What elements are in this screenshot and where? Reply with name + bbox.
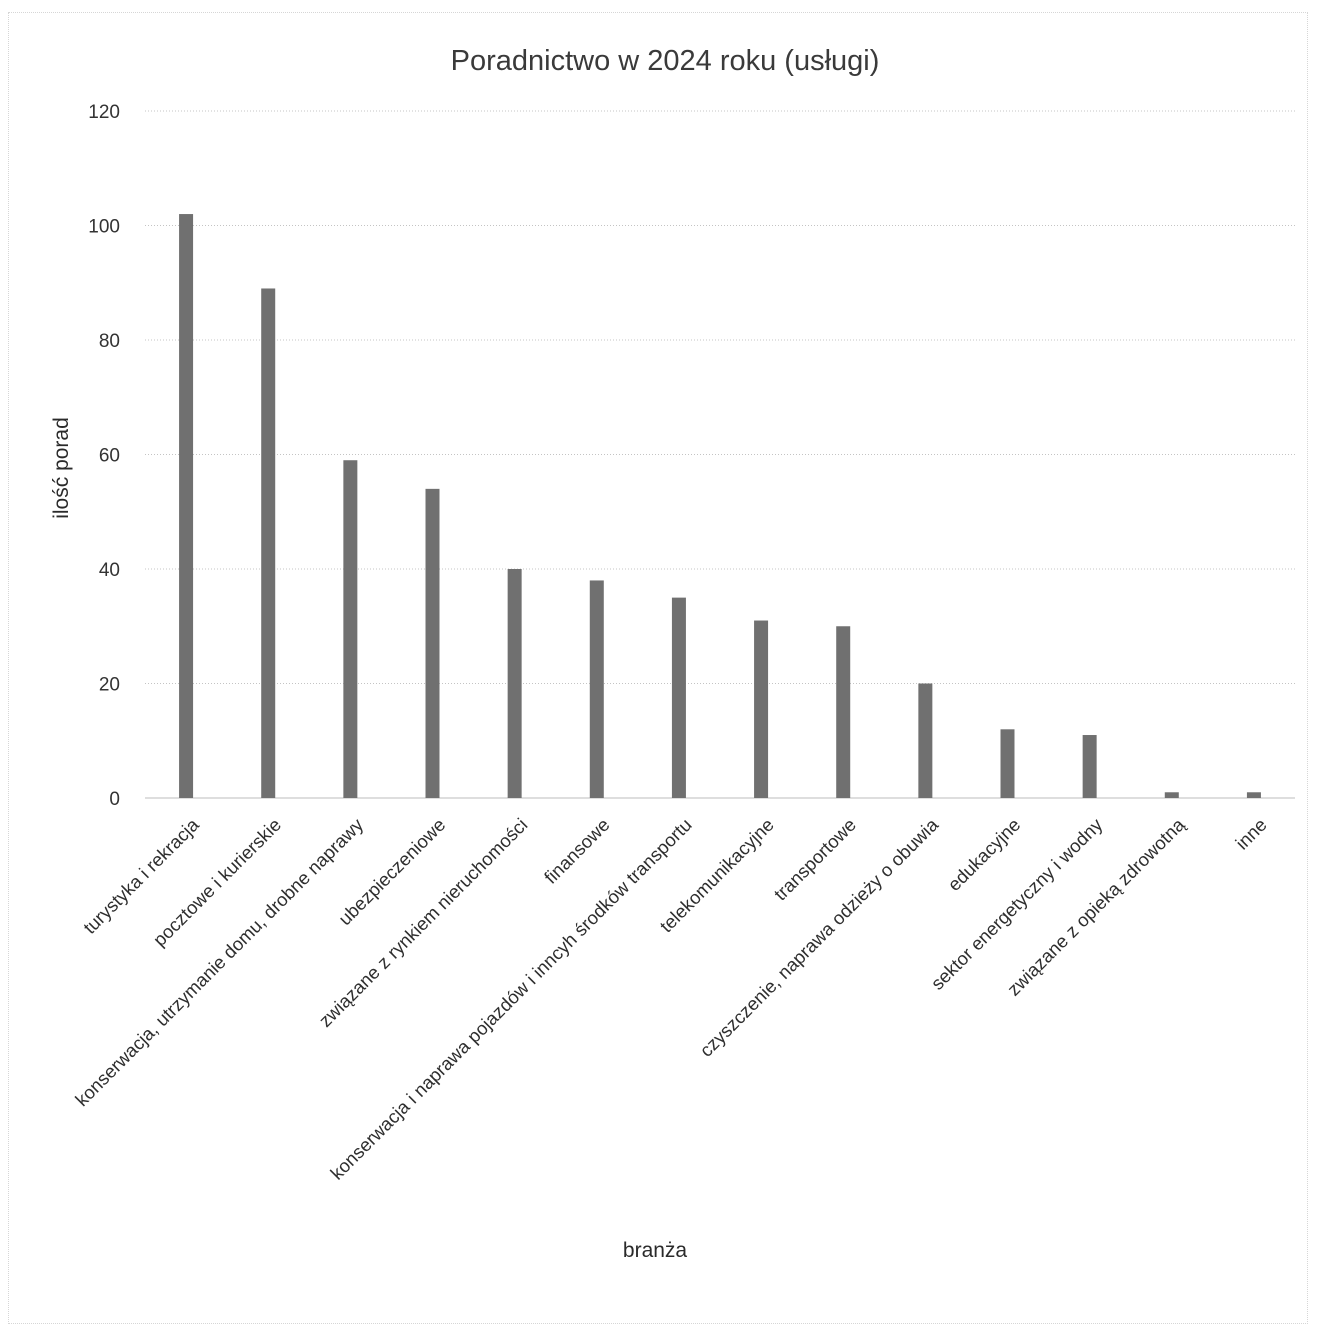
x-category-label: sektor energetyczny i wodny [927,813,1107,993]
bar [918,683,933,798]
bar [1000,729,1015,798]
x-category-label: edukacyjne [943,814,1024,895]
bar-chart: Poradnictwo w 2024 roku (usługi) 0 20 40 60… [50,45,1295,1262]
bar [507,569,522,798]
chart-area: Poradnictwo w 2024 roku (usługi) 0 20 40 60… [8,12,1308,1324]
bar [343,460,358,798]
gridlines [145,110,1295,799]
bar [1246,792,1261,798]
bar [1164,792,1179,798]
y-tick-label: 40 [99,560,120,581]
y-tick-label: 60 [99,446,120,467]
bars [179,214,1261,799]
chart-title: Poradnictwo w 2024 roku (usługi) [451,45,880,77]
bar [1082,735,1097,798]
bar [179,214,194,799]
x-category-label: finansowe [540,814,614,888]
bar [836,626,851,798]
bar [754,620,769,798]
x-axis-title: branża [623,1239,688,1262]
bar [589,580,604,798]
x-category-label: transportowe [770,814,860,904]
bar [425,488,440,798]
bar [671,597,686,798]
bar [261,288,276,798]
x-category-label: inne [1231,814,1271,854]
y-tick-label: 80 [99,331,120,352]
y-tick-label: 0 [109,789,120,810]
x-category-label: związane z opieką zdrowotną [1003,813,1189,999]
y-tick-label: 120 [88,102,120,123]
y-axis-title: ilość porad [50,417,73,519]
y-axis-ticks: 0 20 40 60 80 100 120 [88,102,120,810]
y-tick-label: 20 [99,675,120,696]
x-category-label: konserwacja, utrzymanie domu, drobne nap… [71,813,368,1110]
y-tick-label: 100 [88,217,120,238]
